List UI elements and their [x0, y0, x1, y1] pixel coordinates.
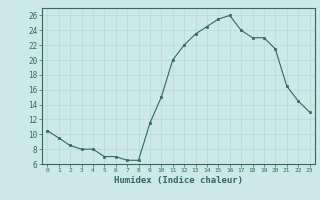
X-axis label: Humidex (Indice chaleur): Humidex (Indice chaleur): [114, 176, 243, 185]
